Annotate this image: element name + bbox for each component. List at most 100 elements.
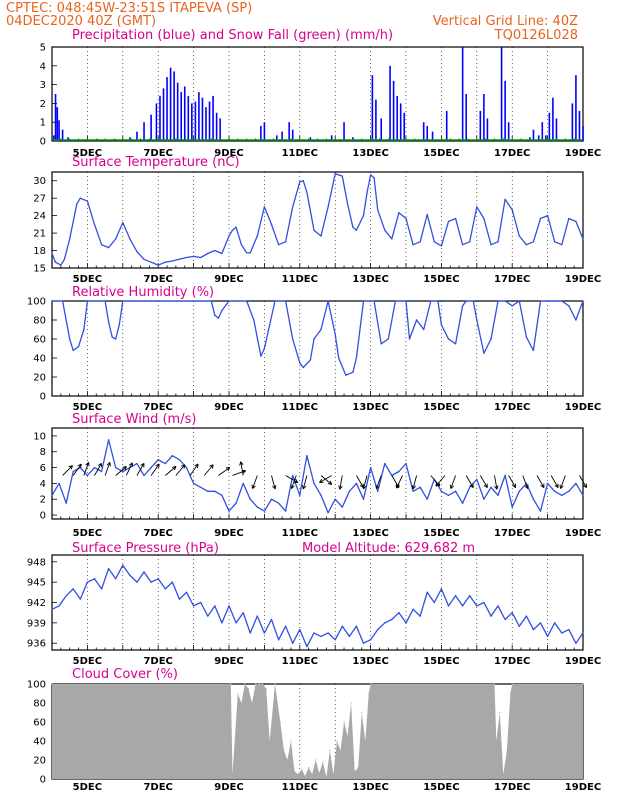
- precipitation-bar: [396, 95, 398, 141]
- precipitation-bar: [150, 114, 152, 141]
- y-tick-label: 945: [27, 578, 46, 589]
- wind-arrow-head: [225, 466, 231, 472]
- cloud-cover-point: [274, 683, 276, 685]
- cloud-cover-point: [251, 702, 253, 704]
- cloud-cover-area: [52, 684, 583, 779]
- x-tick-label: 15DEC: [423, 782, 459, 793]
- series-point: [76, 203, 78, 205]
- series-point: [476, 206, 478, 208]
- series-point: [313, 229, 315, 231]
- series-point: [461, 244, 464, 246]
- series-point: [582, 300, 584, 302]
- series-point: [469, 486, 471, 489]
- wind-arrow-head: [155, 463, 160, 469]
- precipitation-bar: [159, 95, 161, 141]
- series-point: [129, 574, 131, 577]
- series-point: [575, 220, 577, 223]
- series-point: [235, 226, 237, 228]
- series-point: [171, 454, 174, 457]
- series-point: [376, 490, 379, 493]
- series-point: [327, 511, 329, 514]
- series-point: [69, 238, 71, 240]
- y-tick-label: 3: [40, 80, 46, 91]
- series-point: [384, 229, 386, 231]
- precipitation-bar: [571, 103, 574, 141]
- series-point: [306, 191, 308, 194]
- precipitation-bar: [552, 97, 554, 141]
- series-point: [240, 244, 243, 246]
- x-tick-label: 17DEC: [494, 402, 530, 413]
- x-tick-label: 19DEC: [565, 782, 601, 793]
- humidity-title: Relative Humidity (%): [72, 285, 214, 300]
- series-point: [483, 601, 485, 604]
- precipitation-bar: [219, 118, 221, 141]
- y-tick-label: 0: [40, 775, 46, 786]
- series-point: [348, 490, 351, 493]
- cloud-cover-title: Cloud Cover (%): [72, 667, 178, 682]
- wind-arrow: [189, 463, 199, 476]
- precipitation-bar: [201, 97, 204, 141]
- precipitation-bar: [392, 80, 395, 141]
- series-point: [405, 462, 407, 465]
- series-point: [86, 581, 89, 583]
- y-tick-label: 27: [33, 194, 46, 205]
- series-point: [582, 494, 584, 496]
- precipitation-bar: [198, 92, 200, 141]
- cloud-cover-point: [329, 749, 331, 752]
- series-point: [122, 221, 124, 224]
- y-tick-label: 5: [40, 43, 46, 54]
- series-point: [440, 588, 443, 590]
- cloud-cover-point: [311, 773, 313, 775]
- wind-arrow-head: [301, 484, 307, 490]
- y-tick-label: 0: [40, 511, 46, 522]
- precipitation-bar: [352, 137, 354, 141]
- series-point: [553, 300, 556, 302]
- precipitation-bar: [54, 94, 57, 141]
- cloud-cover-point: [346, 735, 349, 737]
- x-tick-label: 17DEC: [494, 274, 530, 285]
- series-point: [430, 300, 432, 302]
- series-point: [532, 241, 535, 243]
- series-point: [150, 581, 152, 583]
- series-point: [306, 454, 308, 457]
- series-point: [525, 336, 528, 338]
- precipitation-bar: [431, 131, 434, 141]
- series-point: [299, 362, 301, 364]
- x-tick-label: 15DEC: [423, 656, 459, 667]
- cloud-cover-point: [230, 683, 232, 685]
- cloud-cover-point: [258, 683, 260, 685]
- series-point: [93, 578, 96, 580]
- precipitation-title: Precipitation (blue) and Snow Fall (gree…: [72, 28, 393, 43]
- series-point: [341, 175, 343, 177]
- series-point: [384, 462, 386, 465]
- series-point: [242, 611, 244, 614]
- cloud-cover-point: [247, 688, 250, 690]
- x-tick-label: 17DEC: [494, 528, 530, 539]
- series-point: [284, 510, 287, 512]
- series-point: [546, 482, 549, 485]
- series-point: [256, 506, 259, 508]
- model-altitude-label: Model Altitude: 629.682 m: [302, 541, 475, 556]
- wind-arrow-head: [582, 483, 587, 488]
- series-point: [299, 181, 301, 183]
- series-point: [83, 328, 85, 331]
- series-point: [352, 226, 354, 228]
- series-point: [476, 319, 478, 321]
- wind-arrow: [376, 475, 382, 489]
- precipitation-bar: [187, 95, 190, 141]
- series-point: [532, 349, 535, 352]
- wind-arrow: [271, 475, 276, 490]
- wind-arrow-head: [494, 485, 499, 490]
- precipitation-bar: [191, 103, 193, 141]
- series-point: [398, 611, 400, 614]
- series-point: [157, 458, 159, 461]
- series-point: [334, 173, 336, 175]
- wind-arrow: [450, 475, 456, 489]
- series-point: [277, 244, 280, 246]
- series-point: [483, 498, 485, 500]
- series-point: [150, 300, 152, 302]
- series-point: [207, 615, 209, 617]
- wind-arrow: [72, 463, 82, 476]
- series-point: [546, 635, 549, 638]
